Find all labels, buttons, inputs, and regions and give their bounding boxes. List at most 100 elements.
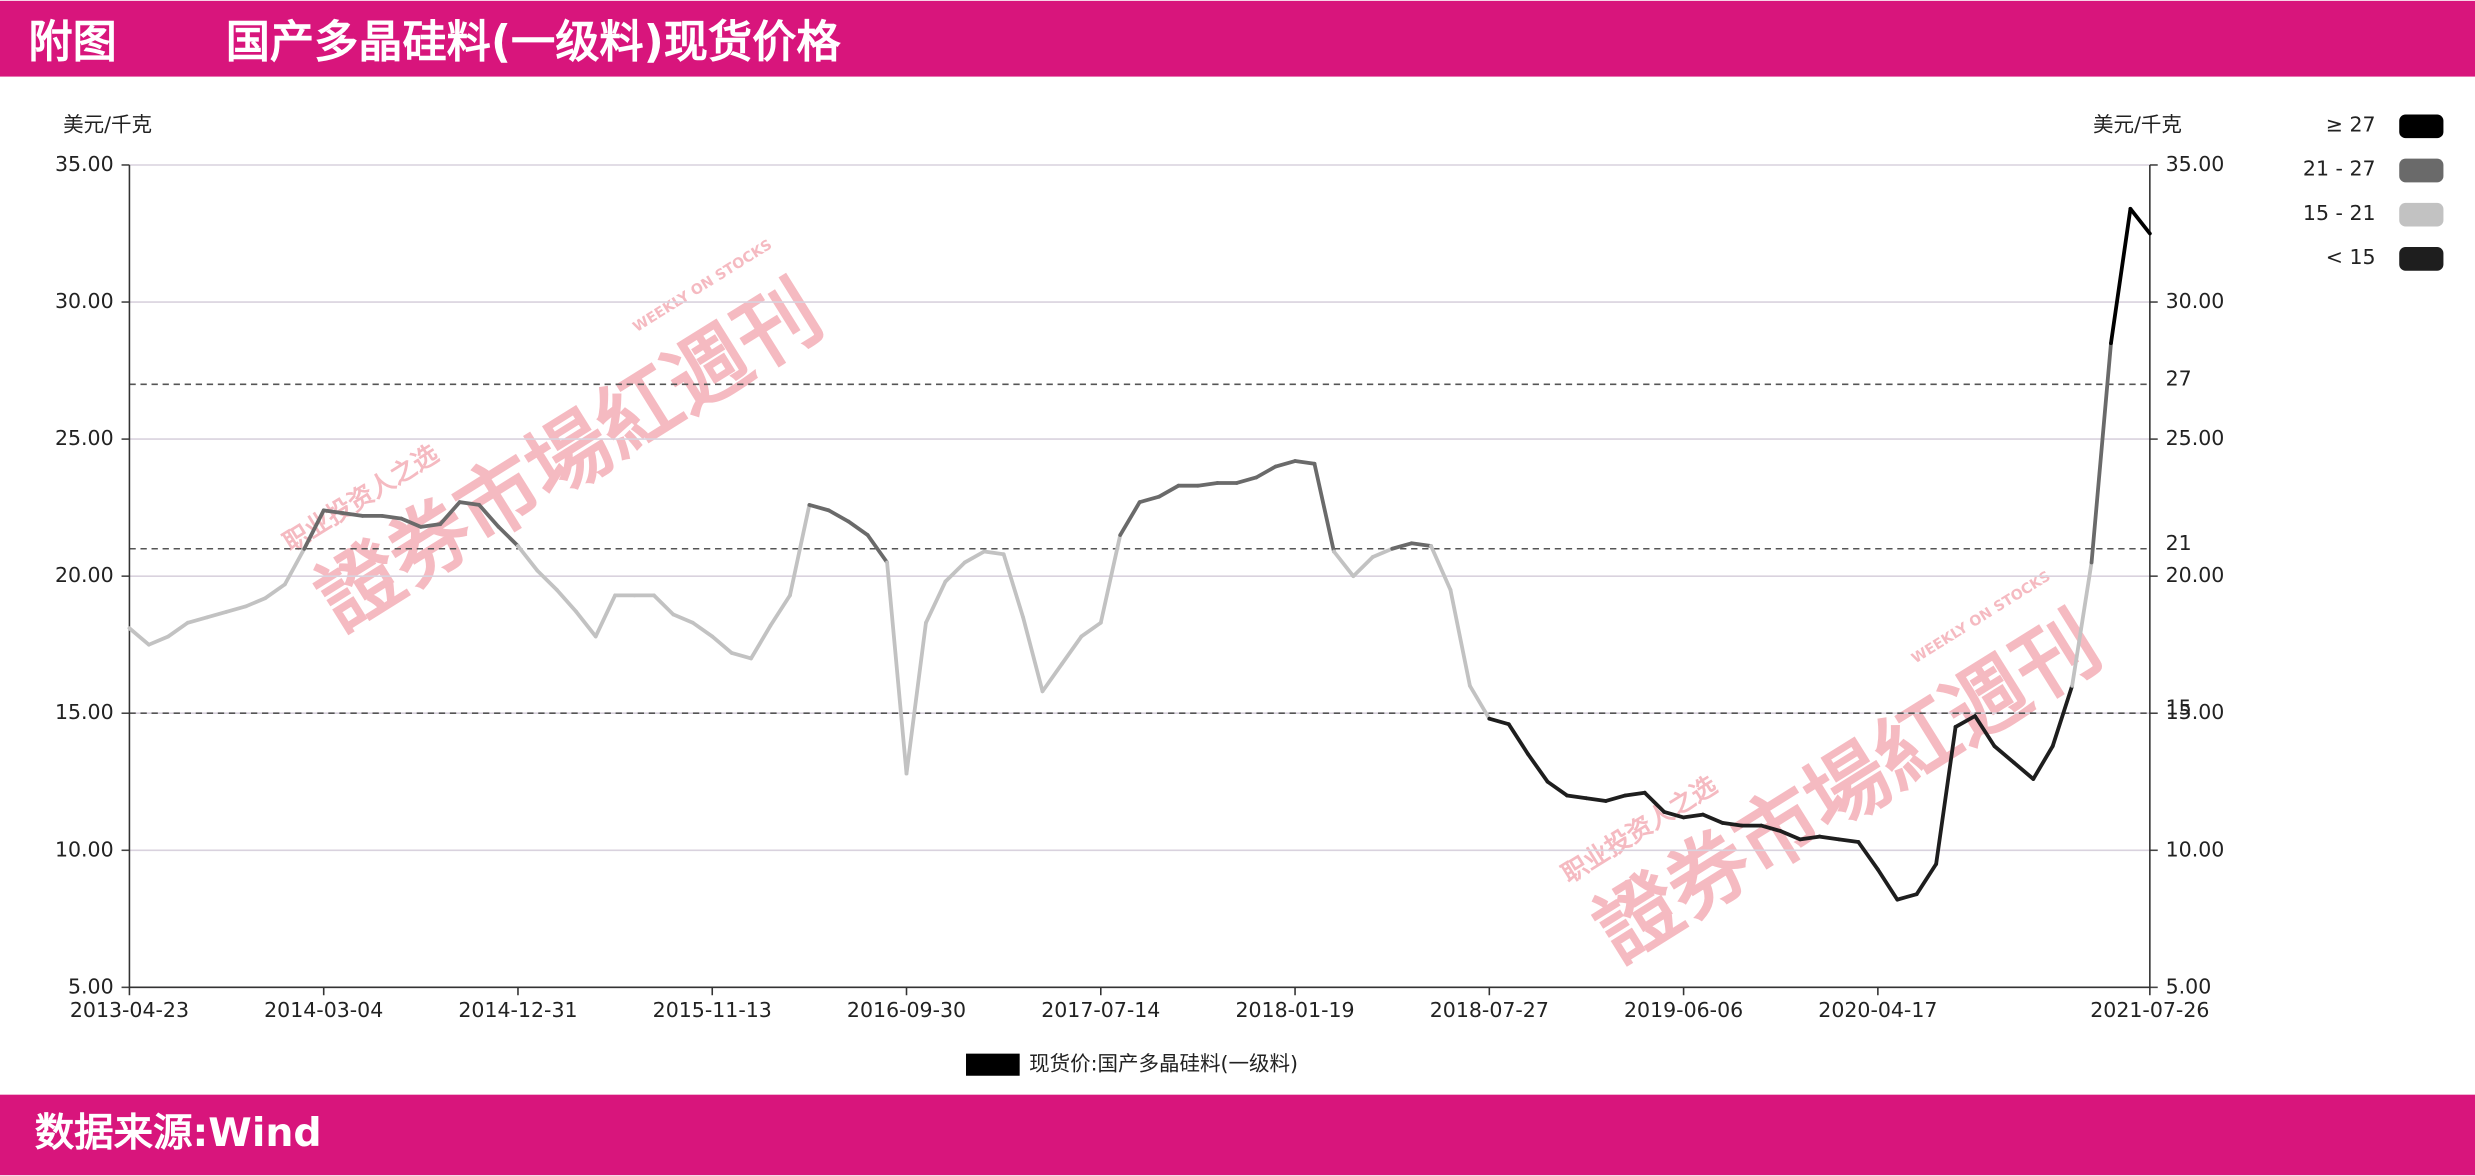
x-tick-label: 2015-11-13 [653,998,772,1022]
reference-label: 21 [2166,531,2192,555]
line-segment [2089,341,2113,565]
line-segment [1681,812,1705,820]
x-tick-label: 2021-07-26 [2090,998,2209,1022]
line-segment [1351,555,1375,579]
band-legend-swatch [2399,158,2444,183]
x-tick-label: 2019-06-06 [1624,998,1743,1022]
y2-tick-label: 5.00 [2166,974,2212,998]
line-segment [1098,533,1123,625]
line-segment [418,522,443,529]
reference-label: 15 [2166,695,2192,719]
source: 数据来源:Wind [35,1110,322,1156]
x-tick-label: 2016-09-30 [847,998,966,1022]
watermark-name: 證券市場紅週刊 [301,264,839,649]
line-segment [729,651,753,661]
line-segment [127,626,151,647]
line-segment [807,502,831,513]
line-segment [671,612,695,625]
line-segment [1332,549,1356,579]
line-segment [1526,752,1550,784]
line-segment [1759,823,1783,833]
line-segment [962,549,987,565]
line-segment [846,519,870,537]
line-segment [593,593,618,639]
y-tick-label: 15.00 [55,700,114,724]
watermark-name: 證券市場紅週刊 [1579,596,2117,981]
line-segment [1001,552,1025,620]
line-segment [904,620,928,776]
line-segment [1778,829,1803,842]
line-segment [2050,683,2075,749]
line-segment [1468,683,1492,721]
figure-label: 附图 [28,17,116,68]
line-segment [1370,546,1395,559]
line-segment [166,620,190,639]
line-segment [1487,716,1511,727]
line-segment [1895,892,1919,902]
line-segment [1545,779,1569,798]
line-segment [710,634,734,655]
band-legend-swatch [2399,247,2444,271]
y-tick-label: 10.00 [55,837,114,861]
x-tick-label: 2018-07-27 [1430,998,1549,1022]
legend-swatch [966,1053,1020,1076]
y2-tick-label: 30.00 [2166,289,2225,313]
line-segment [1196,481,1220,488]
band-legend-label: < 15 [2326,245,2376,269]
band-legend-swatch [2399,114,2444,139]
x-tick-label: 2020-04-17 [1818,998,1937,1022]
line-segment [2031,744,2055,781]
line-segment [1312,461,1336,554]
band-legend-label: ≥ 27 [2326,113,2376,137]
reference-label: 27 [2166,367,2192,391]
line-segment [1157,483,1181,499]
line-segment [1953,714,1977,729]
legend-label: 现货价:国产多晶硅料(一级料) [1029,1052,1298,1076]
line-segment [574,609,598,639]
line-segment [1603,793,1628,803]
band-legend-label: 21 - 27 [2303,157,2376,181]
line-segment [1506,722,1531,757]
band-legend-label: 15 - 21 [2303,201,2376,225]
line-segment [1798,834,1822,842]
line-segment [341,511,365,518]
line-segment [224,604,248,614]
line-segment [652,593,676,617]
line-segment [1914,862,1939,897]
line-segment [826,508,851,524]
x-tick-label: 2017-07-14 [1041,998,1160,1022]
line-segment [1429,544,1453,592]
y2-axis-label: 美元/千克 [2093,113,2182,137]
line-segment [1273,459,1297,469]
chart-title: 国产多晶硅料(一级料)现货价格 [226,17,842,68]
line-segment [1390,541,1414,551]
line-segment [768,593,792,628]
line-segment [1701,812,1725,825]
line-segment [205,609,229,620]
line-segment [2070,560,2094,688]
line-segment [477,502,501,529]
line-segment [1584,796,1608,803]
line-segment [982,549,1006,557]
line-segment [865,533,889,565]
x-tick-label: 2014-03-04 [264,998,383,1022]
line-segment [1856,840,1880,872]
header-bar [0,0,2475,77]
x-tick-label: 2018-01-19 [1235,998,1354,1022]
line-segment [1565,793,1589,801]
line-segment [399,516,423,529]
line-segment [2109,206,2133,346]
band-legend-swatch [2399,202,2444,227]
line-segment [1118,500,1142,537]
line-segment [1079,620,1103,639]
line-segment [1040,661,1064,694]
line-segment [1137,494,1161,505]
line-segment [885,560,909,776]
line-segment [1973,714,1997,749]
y-tick-label: 30.00 [55,289,114,313]
footer-bar [0,1094,2475,1176]
line-segment [1293,459,1317,466]
y2-tick-label: 25.00 [2166,426,2225,450]
y2-tick-label: 10.00 [2166,837,2225,861]
line-segment [457,500,482,507]
